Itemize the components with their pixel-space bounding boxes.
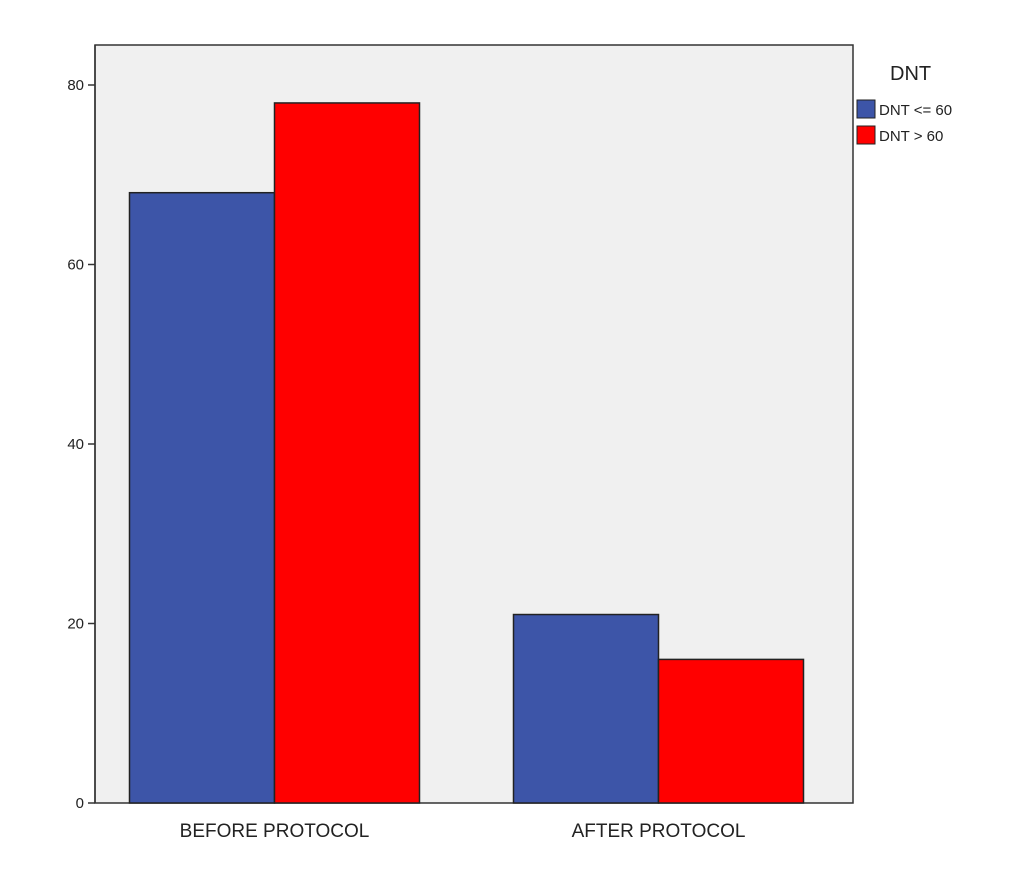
y-tick-label: 20 (67, 616, 84, 633)
bar (128, 191, 276, 804)
bar (273, 102, 421, 804)
y-tick-label: 0 (76, 795, 84, 812)
y-tick-label: 80 (67, 77, 84, 94)
y-tick-label: 40 (67, 436, 84, 453)
legend-swatch (856, 99, 876, 119)
y-tick-label: 60 (67, 257, 84, 274)
legend-title: DNT (890, 63, 931, 85)
x-category-label: BEFORE PROTOCOL (180, 821, 370, 842)
legend: DNT DNT <= 60 DNT > 60 (856, 63, 952, 145)
legend-label: DNT > 60 (879, 128, 943, 145)
legend-swatch (856, 125, 876, 145)
x-category-label: AFTER PROTOCOL (572, 821, 746, 842)
legend-label: DNT <= 60 (879, 102, 952, 119)
bar (657, 658, 805, 804)
bar (512, 613, 660, 804)
